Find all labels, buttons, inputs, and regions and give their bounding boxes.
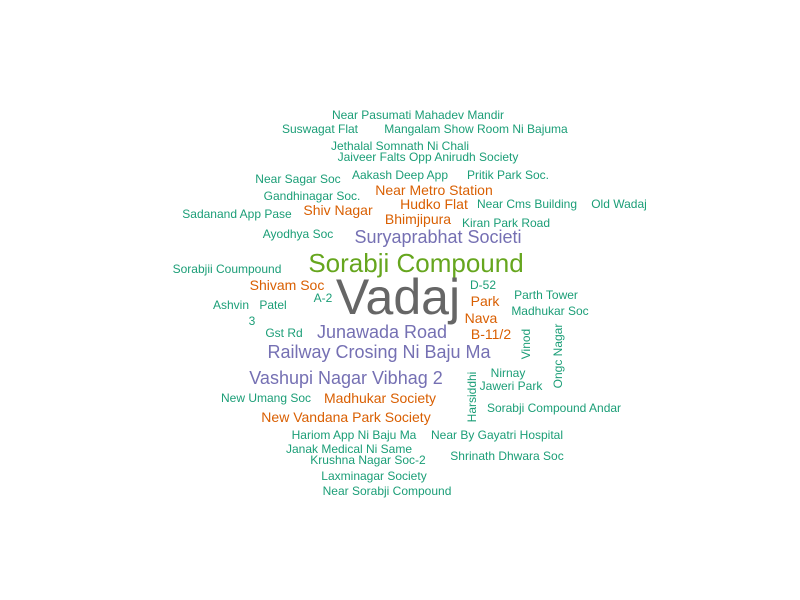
word: Park — [470, 293, 500, 309]
word: Nava — [464, 310, 498, 326]
word: Kiran Park Road — [461, 216, 551, 230]
word: 3 — [248, 314, 256, 328]
word: Hariom App Ni Baju Ma — [291, 428, 417, 442]
word: Ongc Nagar — [551, 323, 565, 389]
word: A-2 — [313, 291, 333, 305]
word: Near Pasumati Mahadev Mandir — [331, 108, 505, 122]
word: B-11/2 — [470, 326, 512, 342]
word: Madhukar Soc — [511, 304, 589, 318]
word: Shiv Nagar — [303, 202, 373, 218]
word: Sorabjii Coumpound — [172, 262, 282, 276]
word: New Umang Soc — [220, 391, 312, 405]
word: Jethalal Somnath Ni Chali — [330, 139, 470, 153]
word: Madhukar Society — [323, 390, 437, 406]
word: Parth Tower — [514, 288, 578, 302]
word: Ashvin — [212, 298, 250, 312]
word: Sorabji Compound Andar — [486, 401, 622, 415]
word: Bhimjipura — [384, 211, 452, 227]
word: Railway Crosing Ni Baju Ma — [267, 342, 491, 362]
word: Sadanand App Pase — [182, 207, 292, 221]
word: Ayodhya Soc — [262, 227, 334, 241]
word: Nirnay — [490, 366, 526, 380]
word: Vashupi Nagar Vibhag 2 — [249, 368, 443, 388]
word: Near By Gayatri Hospital — [430, 428, 564, 442]
word: Krushna Nagar Soc-2 — [310, 453, 426, 467]
word: Suswagat Flat — [281, 122, 359, 136]
word: Sorabji Compound — [308, 248, 524, 278]
word: Harsiddhi — [465, 371, 479, 423]
word: Junawada Road — [316, 322, 448, 342]
word: Janak Medical Ni Same — [285, 442, 413, 456]
word: Laxminagar Society — [321, 469, 427, 483]
word: Jaiveer Falts Opp Anirudh Society — [337, 150, 519, 164]
word: Near Metro Station — [375, 182, 493, 198]
word: Gandhinagar Soc. — [263, 189, 361, 203]
word: Near Sagar Soc — [255, 172, 341, 186]
word: Hudko Flat — [400, 196, 468, 212]
word: Suryaprabhat Societi — [354, 227, 522, 247]
word: Near Sorabji Compound — [322, 484, 452, 498]
word: Shivam Soc — [249, 277, 325, 293]
word: Old Wadaj — [591, 197, 647, 211]
word: Jaweri Park — [479, 379, 543, 393]
word: New Vandana Park Society — [261, 409, 431, 425]
word: Vinod — [519, 328, 533, 360]
word: Mangalam Show Room Ni Bajuma — [384, 122, 568, 136]
word: Vadaj — [335, 269, 461, 325]
word: Shrinath Dhwara Soc — [450, 449, 564, 463]
word: Aakash Deep App — [351, 168, 449, 182]
word: Near Cms Building — [476, 197, 578, 211]
word: Patel — [259, 298, 287, 312]
word: Pritik Park Soc. — [466, 168, 550, 182]
word: Gst Rd — [265, 326, 303, 340]
word: D-52 — [469, 278, 497, 292]
